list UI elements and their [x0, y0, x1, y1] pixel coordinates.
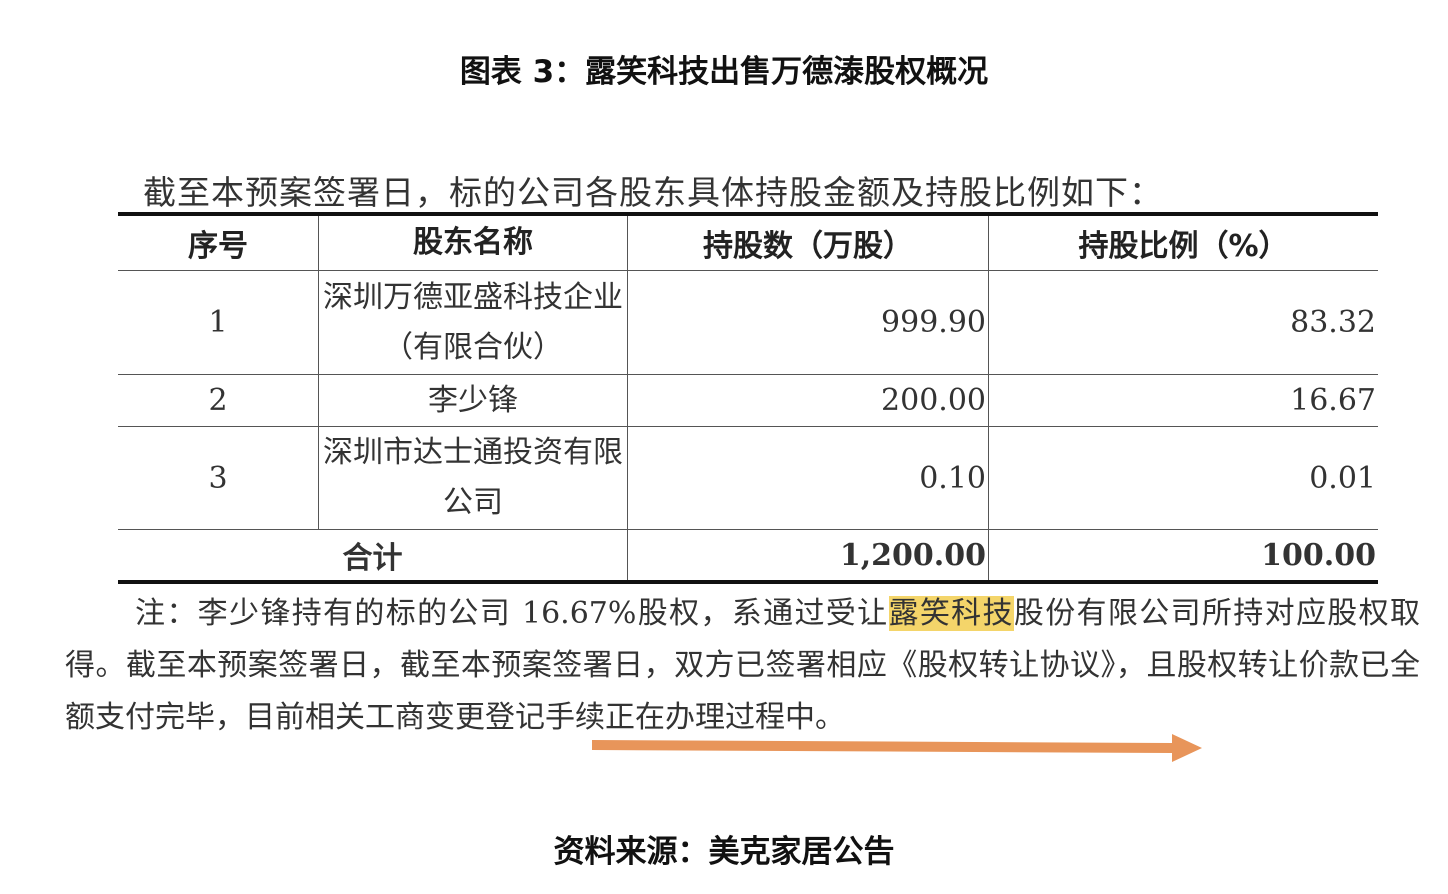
arrow-icon — [592, 734, 1202, 762]
header-ratio: 持股比例（%） — [988, 213, 1378, 271]
intro-text: 截至本预案签署日，标的公司各股东具体持股金额及持股比例如下： — [143, 173, 1163, 212]
cell-ratio: 83.32 — [988, 270, 1378, 375]
cell-no: 1 — [118, 270, 319, 375]
note-text: 注：李少锋持有的标的公司 16.67%股权，系通过受让 — [135, 596, 889, 631]
table-row: 3 深圳市达士通投资有限公司 0.10 0.01 — [118, 426, 1378, 530]
cell-shares: 999.90 — [627, 270, 989, 375]
header-shares: 持股数（万股） — [627, 213, 989, 271]
total-label: 合计 — [118, 529, 628, 583]
source-text: 资料来源：美克家居公告 — [553, 834, 895, 870]
total-ratio: 100.00 — [988, 529, 1378, 583]
table-row: 2 李少锋 200.00 16.67 — [118, 374, 1378, 427]
cell-name: 深圳万德亚盛科技企业（有限合伙） — [318, 270, 628, 375]
note-paragraph: 注：李少锋持有的标的公司 16.67%股权，系通过受让露笑科技股份有限公司所持对… — [65, 588, 1420, 744]
cell-shares: 0.10 — [627, 426, 989, 530]
cell-ratio: 0.01 — [988, 426, 1378, 530]
cell-shares: 200.00 — [627, 374, 989, 427]
table-row: 1 深圳万德亚盛科技企业（有限合伙） 999.90 83.32 — [118, 270, 1378, 375]
cell-ratio: 16.67 — [988, 374, 1378, 427]
table-header-row: 序号 股东名称 持股数（万股） 持股比例（%） — [118, 213, 1378, 271]
highlighted-company: 露笑科技 — [888, 596, 1014, 631]
cell-no: 2 — [118, 374, 319, 427]
cell-name: 李少锋 — [318, 374, 628, 427]
header-name: 股东名称 — [318, 213, 628, 271]
header-no: 序号 — [118, 213, 319, 271]
total-shares: 1,200.00 — [627, 529, 989, 583]
total-row: 合计 1,200.00 100.00 — [118, 529, 1378, 583]
shareholder-table: 序号 股东名称 持股数（万股） 持股比例（%） 1 深圳万德亚盛科技企业（有限合… — [118, 212, 1378, 584]
cell-no: 3 — [118, 426, 319, 530]
figure-title: 图表 3：露笑科技出售万德溙股权概况 — [459, 54, 989, 90]
note-text-rest: 股份有限公司所持对应股权取得。截至本预案签署日，截至本预案签署日，双方已签署相应… — [65, 596, 1420, 735]
cell-name: 深圳市达士通投资有限公司 — [318, 426, 628, 530]
